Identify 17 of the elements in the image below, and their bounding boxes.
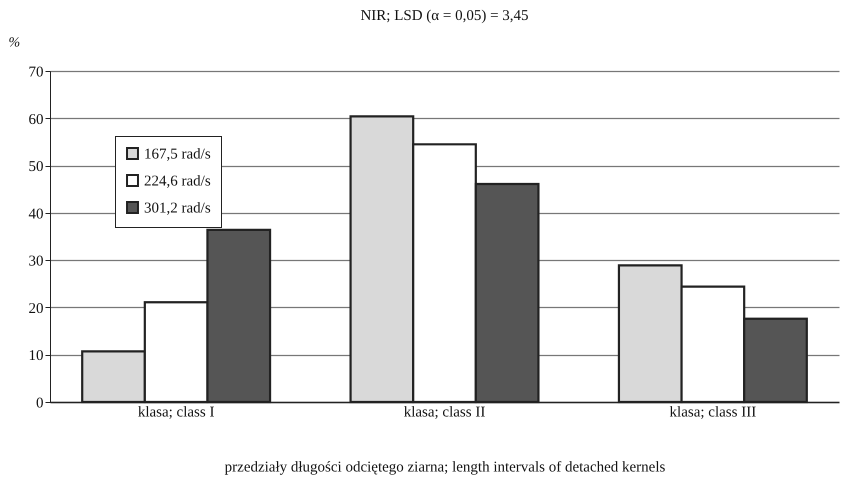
legend-label: 301,2 rad/s (144, 200, 211, 216)
y-tick-label: 0 (36, 396, 44, 412)
y-tick-label: 60 (28, 112, 44, 128)
y-tick-label: 40 (28, 206, 44, 222)
legend-label: 167,5 rad/s (144, 146, 211, 162)
y-tick-label: 20 (28, 300, 44, 317)
y-tick-label: 50 (28, 159, 44, 176)
y-tick-label: 10 (28, 348, 44, 364)
chart-title: NIR; LSD (α = 0,05) = 3,45 (360, 8, 529, 24)
y-tick-label: 30 (28, 254, 44, 270)
x-tick-label: klasa; class I (138, 404, 214, 420)
legend-label: 224,6 rad/s (144, 174, 211, 190)
y-axis-title: % (8, 36, 20, 50)
y-tick-label: 70 (28, 64, 44, 80)
x-tick-label: klasa; class II (404, 404, 486, 420)
x-tick-label: klasa; class III (670, 404, 756, 420)
x-axis-title: przedziały długości odciętego ziarna; length intervals of detached kernels (224, 460, 666, 476)
